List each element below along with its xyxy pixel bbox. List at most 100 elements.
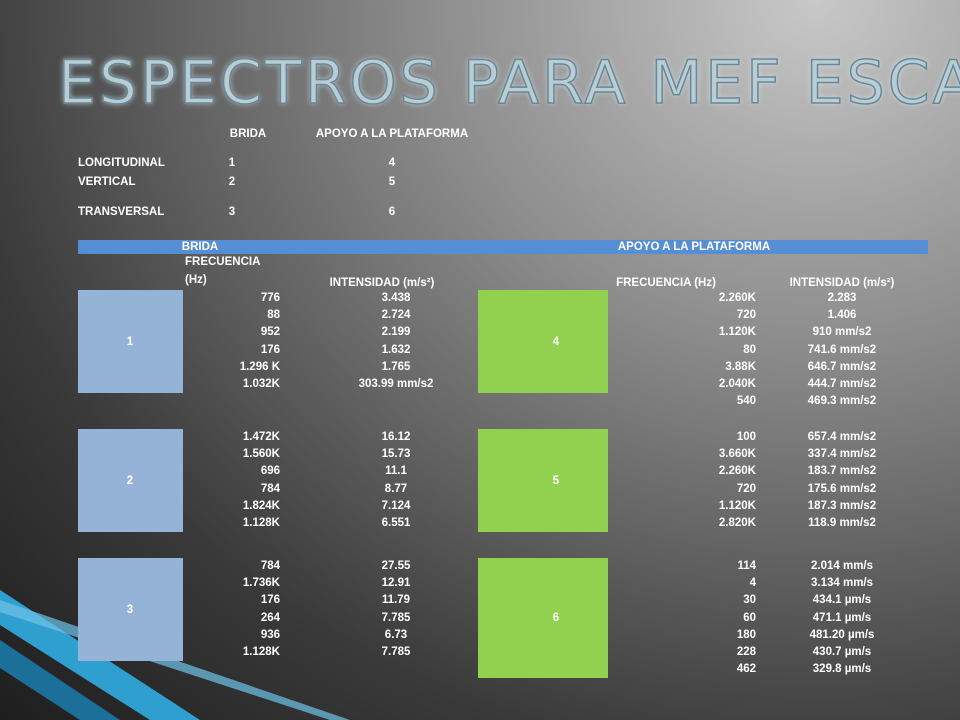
cell: 8.77	[384, 482, 408, 495]
cell: 88	[267, 309, 280, 322]
group-cell	[78, 558, 183, 662]
cell: 776	[260, 292, 280, 304]
cell: 3.438	[381, 292, 411, 304]
group-cell	[478, 429, 608, 533]
cell: 4	[388, 157, 396, 169]
cell: 27.55	[381, 560, 411, 572]
cell: 2.820K	[718, 517, 756, 529]
cell: 180	[736, 628, 756, 641]
column-header: INTENSIDAD (m/s²)	[789, 277, 895, 289]
row-label: LONGITUDINAL	[78, 157, 165, 169]
cell: 114	[737, 560, 756, 572]
cell: 936	[260, 628, 280, 641]
cell: 4	[749, 577, 756, 590]
cell: 60	[743, 611, 756, 624]
cell: 176	[260, 343, 280, 356]
cell: 187.3 mm/s2	[807, 499, 877, 512]
group-cell	[78, 429, 183, 533]
group-label: 6	[552, 612, 560, 625]
cell: 1.032K	[242, 378, 280, 390]
cell: 3	[228, 206, 236, 218]
cell: 784	[260, 560, 280, 572]
cell: 5	[388, 176, 396, 188]
cell: 2.260K	[718, 465, 756, 478]
cell: 1.560K	[242, 448, 280, 461]
cell: 183.7 mm/s2	[807, 465, 877, 478]
group-label: 1	[126, 335, 134, 348]
cell: 1.472K	[242, 431, 280, 443]
cell: 2.260K	[718, 292, 756, 304]
cell: 646.7 mm/s2	[807, 360, 877, 373]
column-header: INTENSIDAD (m/s²)	[329, 277, 435, 289]
cell: 11.1	[385, 465, 407, 478]
group-cell	[478, 558, 608, 679]
cell: 176	[260, 594, 280, 607]
cell: 444.7 mm/s2	[807, 378, 877, 390]
cell: 303.99 mm/s2	[358, 378, 434, 390]
group-label: 3	[126, 603, 134, 616]
row-label: VERTICAL	[78, 176, 136, 188]
cell: 100	[736, 431, 756, 443]
cell: 1.736K	[242, 577, 280, 590]
cell: 7.785	[381, 646, 411, 658]
cell: 952	[260, 326, 280, 339]
column-header: FRECUENCIA (Hz)	[616, 277, 716, 289]
group-label: 5	[552, 474, 560, 487]
group-label: 4	[552, 335, 560, 348]
cell: 264	[260, 611, 280, 624]
cell: 1.128K	[242, 646, 280, 658]
cell: 1	[228, 157, 236, 169]
group-header: BRIDA	[181, 241, 219, 253]
cell: 228	[736, 646, 756, 658]
cell: 6.551	[381, 517, 411, 529]
cell: 3.134 mm/s	[810, 577, 874, 590]
cell: 720	[736, 482, 756, 495]
group-label: 2	[126, 474, 134, 487]
group-header: APOYO A LA PLATAFORMA	[617, 241, 771, 253]
cell: 1.128K	[242, 517, 280, 529]
cell: 1.632	[381, 343, 411, 356]
cell: 30	[743, 594, 756, 607]
cell: 784	[260, 482, 280, 495]
cell: 6	[388, 206, 396, 218]
row-label: TRANSVERSAL	[78, 206, 165, 218]
cell: 741.6 mm/s2	[807, 343, 877, 356]
cell: 6.73	[384, 628, 408, 641]
cell: 15.73	[381, 448, 411, 461]
cell: 3.660K	[718, 448, 756, 461]
cell: 3.88K	[725, 360, 756, 373]
cell: 1.406	[827, 309, 857, 322]
cell: 7.785	[381, 611, 411, 624]
group-header-bar	[78, 240, 928, 254]
cell: 430.7 µm/s	[812, 646, 872, 658]
cell: 469.3 mm/s2	[807, 395, 877, 408]
cell: 2.724	[381, 309, 411, 322]
cell: 2	[228, 176, 236, 188]
cell: 7.124	[381, 499, 411, 512]
cell: 16.12	[381, 431, 411, 443]
cell: 696	[260, 465, 280, 478]
cell: 2.199	[381, 326, 411, 339]
slide-title: ESPECTROS PARA MEF ESCAPE	[57, 47, 960, 119]
group-cell	[478, 290, 608, 394]
cell: 337.4 mm/s2	[807, 448, 877, 461]
column-header: FRECUENCIA (Hz)	[185, 256, 260, 286]
cell: 12.91	[381, 577, 411, 590]
cell: 1.296 K	[239, 360, 280, 373]
cell: 462	[736, 663, 756, 676]
cell: 175.6 mm/s2	[807, 482, 877, 495]
cell: 434.1 µm/s	[812, 594, 872, 607]
column-header: APOYO A LA PLATAFORMA	[315, 128, 469, 140]
cell: 118.9 mm/s2	[808, 517, 876, 529]
cell: 1.765	[381, 360, 411, 373]
cell: 910 mm/s2	[812, 326, 872, 339]
cell: 2.040K	[718, 378, 756, 390]
cell: 1.120K	[718, 499, 756, 512]
cell: 720	[736, 309, 756, 322]
cell: 471.1 µm/s	[812, 611, 872, 624]
cell: 1.824K	[242, 499, 280, 512]
cell: 2.014 mm/s	[810, 560, 874, 572]
stripe	[0, 640, 120, 720]
cell: 1.120K	[718, 326, 756, 339]
